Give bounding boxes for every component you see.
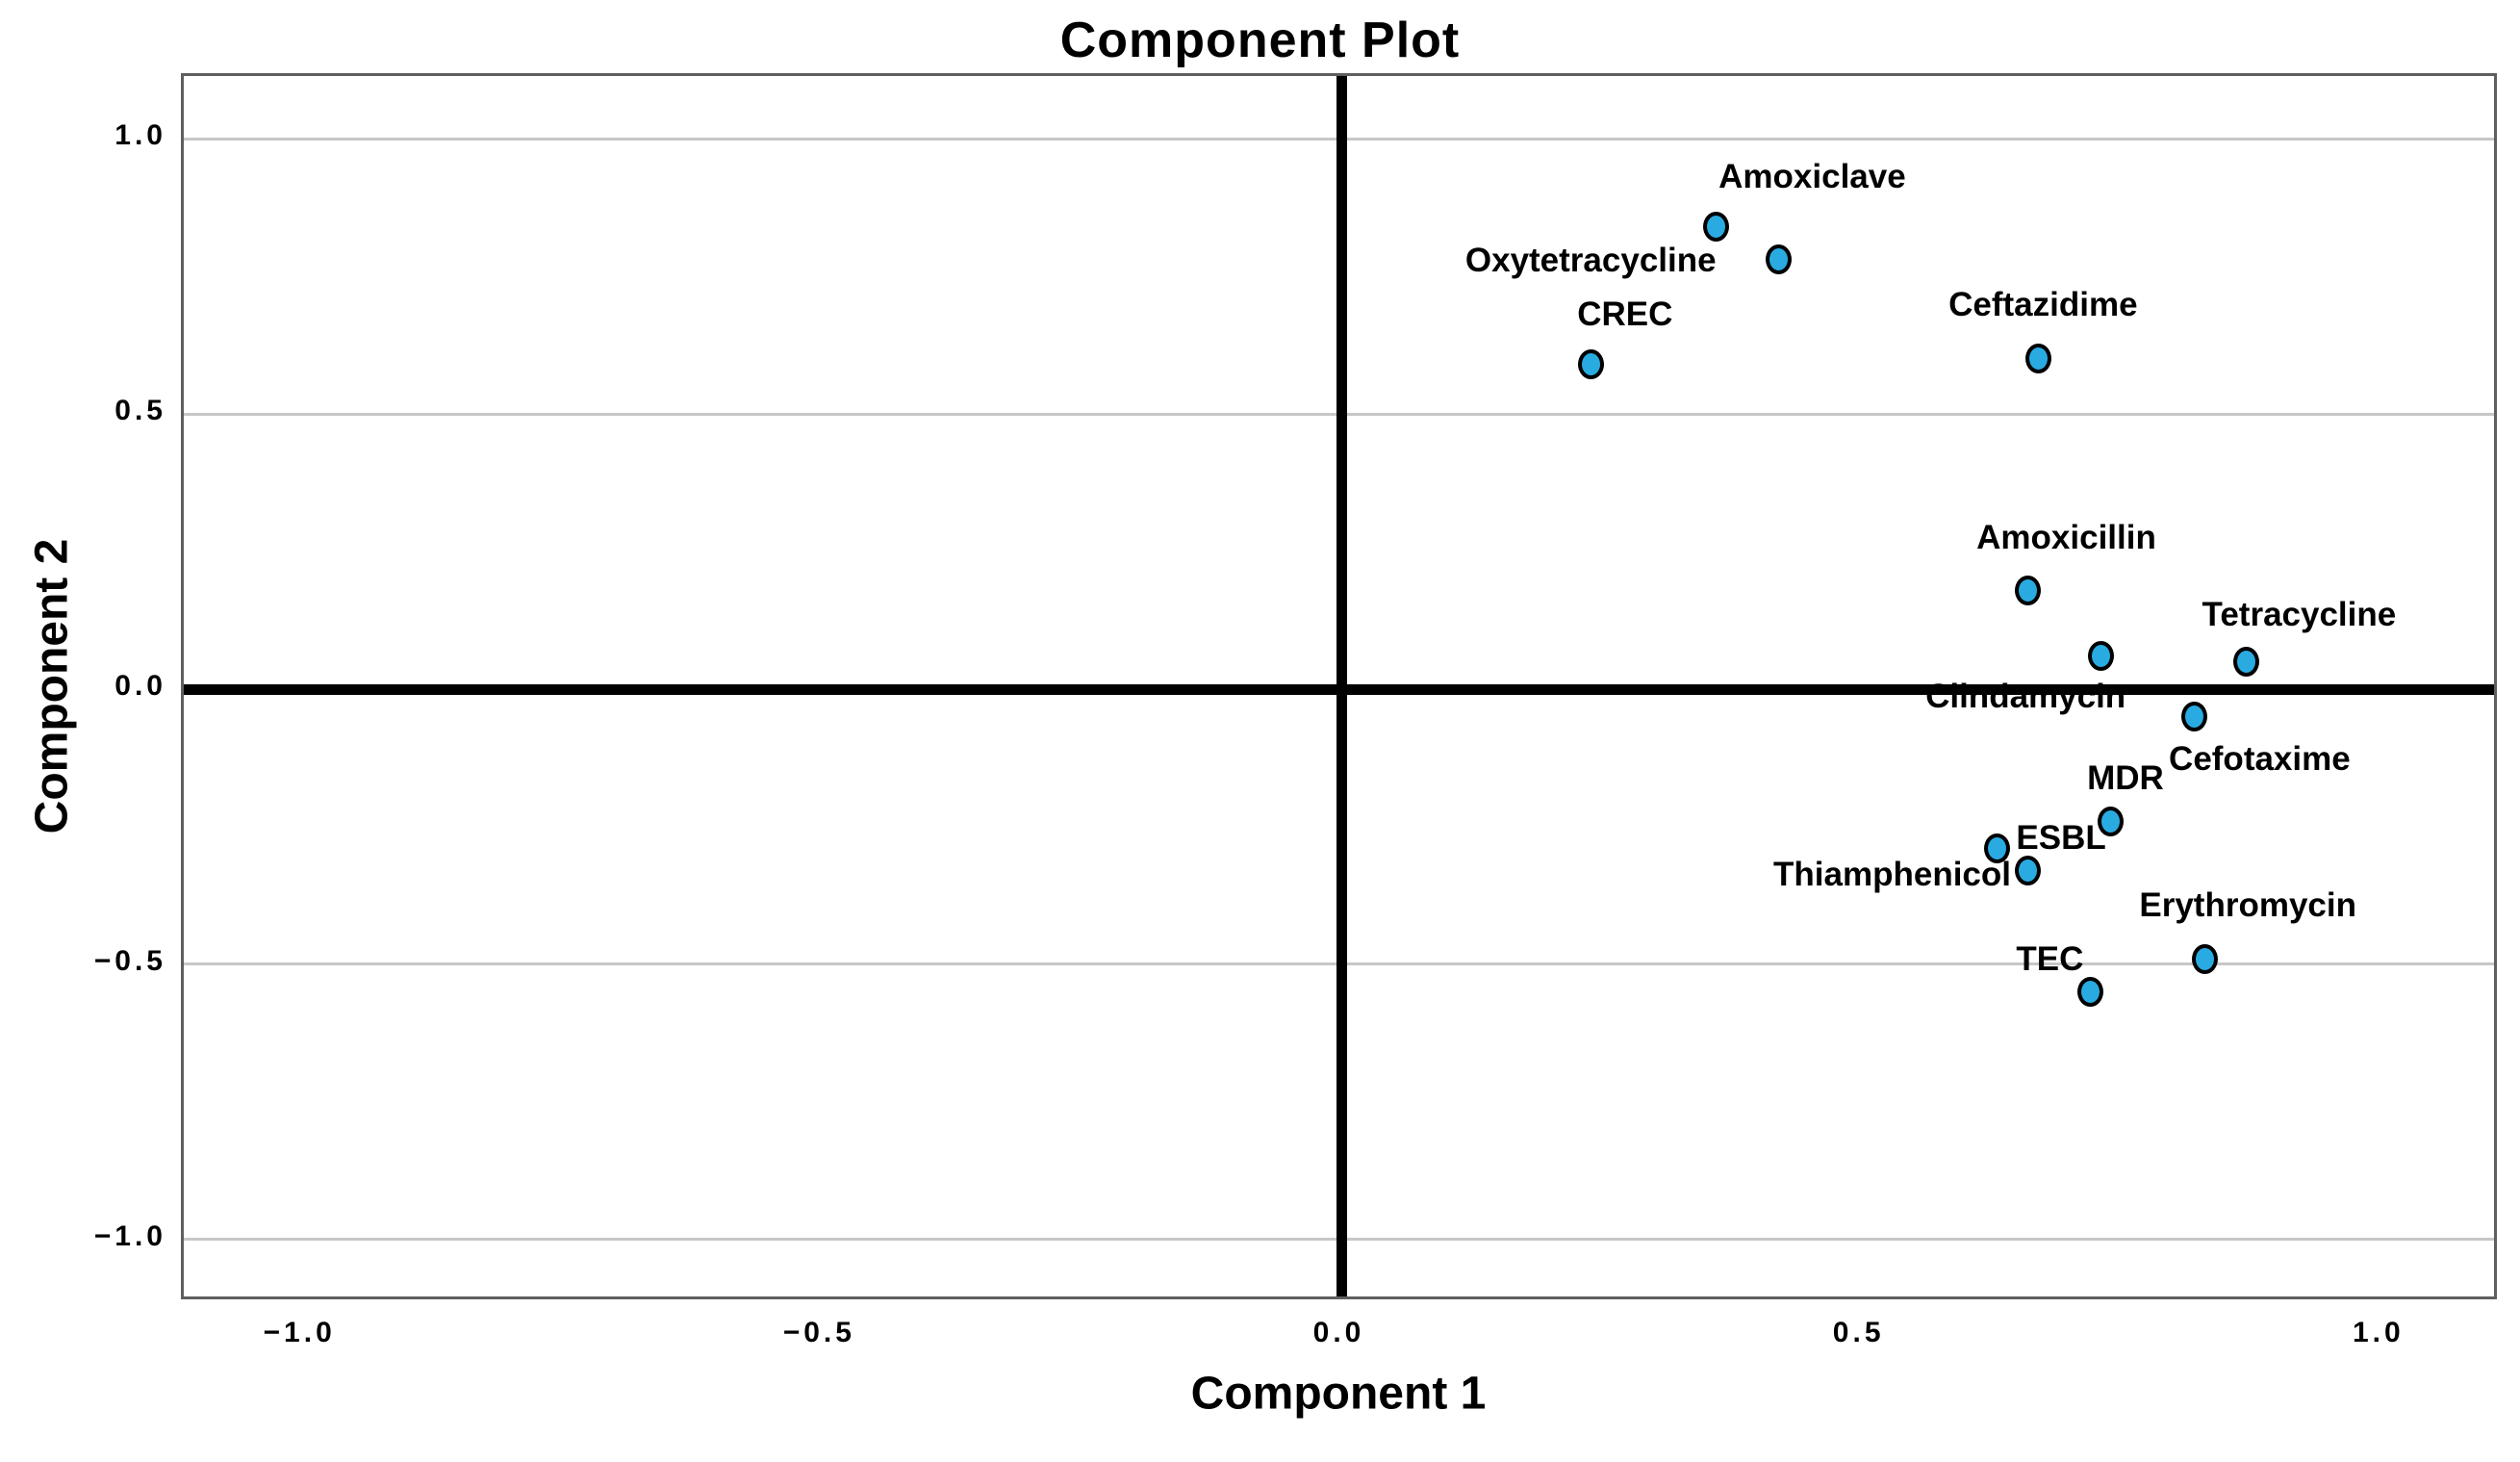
- point-label-tec: TEC: [2016, 940, 2084, 979]
- x-axis-title: Component 1: [1190, 1368, 1487, 1420]
- y-tick-0: 0.0: [115, 670, 166, 702]
- point-label-esbl: ESBL: [2016, 818, 2106, 857]
- x-tick-1: 1.0: [2352, 1317, 2405, 1348]
- point-label-erythromycin: Erythromycin: [2139, 886, 2356, 925]
- data-point-amoxicillin: [2015, 575, 2042, 605]
- data-point-esbl: [1983, 834, 2010, 864]
- x-tick-0: 0.0: [1312, 1317, 1365, 1348]
- data-point-cefotaxime: [2180, 702, 2207, 732]
- point-label-thiamphenicol: Thiamphenicol: [1773, 855, 2011, 893]
- data-point-mdr: [2098, 806, 2125, 836]
- chart-title: Component Plot: [1059, 13, 1461, 68]
- y-tick--1: −1.0: [93, 1219, 166, 1252]
- data-point-erythromycin: [2191, 943, 2218, 974]
- point-label-crec: CREC: [1577, 295, 1673, 333]
- point-label-oxytetracycline: Oxytetracycline: [1464, 241, 1717, 279]
- y-tick--0.5: −0.5: [93, 944, 166, 977]
- data-point-ceftazidime: [2024, 344, 2051, 374]
- data-point-tec: [2076, 976, 2103, 1007]
- point-label-amoxicillin: Amoxicillin: [1976, 519, 2156, 557]
- point-label-ceftazidime: Ceftazidime: [1948, 285, 2138, 323]
- data-point-clindamycin: [2087, 641, 2114, 672]
- point-label-clindamycin: Clindamycin: [1925, 677, 2126, 715]
- data-point-oxytetracycline: [1765, 244, 1792, 275]
- data-point-thiamphenicol: [2015, 856, 2042, 886]
- point-label-mdr: MDR: [2087, 759, 2164, 798]
- zero-line-vertical: [1336, 76, 1347, 1296]
- x-tick-0.5: 0.5: [1832, 1317, 1885, 1348]
- point-label-amoxiclave: Amoxiclave: [1718, 157, 1906, 195]
- plot-area: Amoxiclave Oxytetracycline CREC Ceftazidime…: [181, 73, 2497, 1299]
- y-tick-0.5: 0.5: [115, 395, 166, 427]
- x-tick--0.5: −0.5: [782, 1317, 855, 1348]
- data-point-crec: [1578, 349, 1605, 380]
- y-tick-1: 1.0: [115, 119, 166, 152]
- point-label-cefotaxime: Cefotaxime: [2169, 739, 2351, 778]
- x-tick--1: −1.0: [263, 1317, 336, 1348]
- point-label-tetracycline: Tetracycline: [2202, 596, 2397, 634]
- data-point-tetracycline: [2232, 646, 2259, 677]
- data-point-amoxiclave: [1702, 212, 1729, 243]
